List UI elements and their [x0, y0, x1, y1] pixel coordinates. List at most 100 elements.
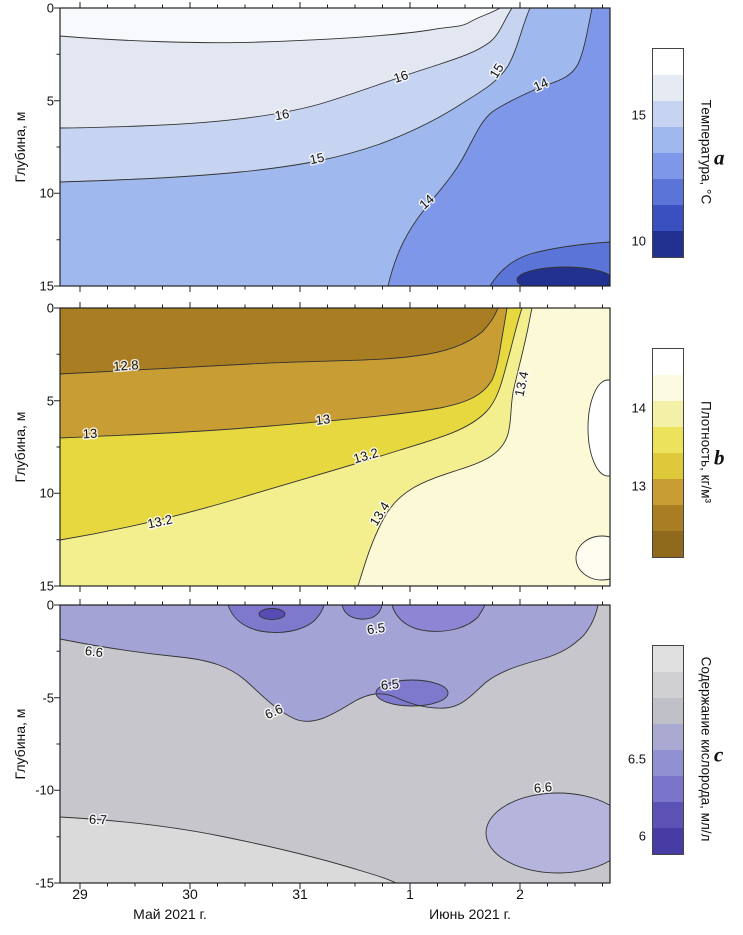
contour-line-65	[391, 605, 486, 632]
colorbar-gradient	[652, 48, 684, 258]
y-tick-label: 10	[39, 185, 54, 201]
contour-line-65	[341, 605, 383, 620]
temperature-contour-plot: 16 16 15 15 14 14	[54, 2, 611, 292]
band-under-65-core	[376, 680, 448, 706]
panel-letter: a	[714, 145, 725, 170]
panel-density: Глубина, м 0 5 10 15	[0, 301, 743, 608]
oxygen-contour-lines	[60, 605, 610, 883]
band-max-density-blob	[588, 380, 610, 476]
band-under-66-surface	[60, 605, 598, 722]
contour-label: 6.6	[84, 643, 104, 660]
contour-label: 6.6	[533, 779, 553, 796]
temperature-contour-lines	[60, 8, 610, 286]
contour-label: 6.7	[89, 812, 108, 828]
y-tick-label: -5	[42, 690, 54, 706]
colorbar-segment	[653, 672, 683, 698]
contour-label: 13.4	[512, 370, 532, 398]
contour-label: 6.5	[366, 620, 386, 637]
density-contour-lines	[60, 308, 610, 586]
contour-line-cold-core	[516, 266, 610, 286]
x-axis-month-label: Июнь 2021 г.	[429, 906, 511, 922]
colorbar-gradient	[652, 348, 684, 558]
y-tick-label: 0	[46, 0, 54, 16]
y-tick-label: 0	[46, 597, 54, 613]
band-over-17	[60, 8, 500, 43]
y-tick-label: 0	[46, 300, 54, 316]
oxygen-colorbar: 6.5 6 Содержание кислорода, мл/л	[612, 645, 742, 855]
colorbar-segment	[653, 646, 683, 672]
y-tick-label: 5	[46, 393, 54, 409]
contour-label: 15	[308, 150, 325, 168]
colorbar-segment	[653, 49, 683, 75]
contour-line-17	[60, 8, 501, 44]
colorbar-segment	[653, 153, 683, 179]
colorbar-segment	[653, 828, 683, 854]
contour-line-65-core	[375, 679, 449, 707]
contour-label: 13.2	[146, 512, 174, 532]
colorbar-segment	[653, 453, 683, 479]
contour-label: 6.5	[380, 676, 400, 693]
colorbar-tick-label: 15	[631, 107, 646, 123]
colorbar-segment	[653, 724, 683, 750]
contour-line-128	[60, 308, 499, 375]
density-colorbar: 14 13 Плотность, кг/м³	[612, 348, 742, 558]
colorbar-segment	[653, 479, 683, 505]
panel-oxygen: Глубина, м 0 -5 -10 -15	[0, 598, 743, 905]
contour-line-max-blob	[575, 535, 610, 581]
band-under-128	[60, 308, 498, 374]
colorbar-gradient	[652, 645, 684, 855]
colorbar-segment	[653, 698, 683, 724]
x-tick-label-day: 1	[406, 886, 414, 902]
colorbar-tick-label: 6	[638, 828, 646, 844]
colorbar-segment	[653, 776, 683, 802]
colorbar-title: Содержание кислорода, мл/л	[698, 656, 714, 842]
contour-line-16	[60, 8, 513, 129]
colorbar-segment	[653, 101, 683, 127]
density-filled-bands	[60, 308, 610, 586]
contour-line-66	[60, 605, 599, 722]
contour-label: 12.8	[113, 357, 139, 374]
contour-line-13	[489, 241, 610, 286]
y-tick-label: -15	[35, 875, 54, 891]
colorbar-segment	[653, 375, 683, 401]
y-tick-label: 10	[39, 485, 54, 501]
contour-line-max-blob	[587, 379, 610, 477]
colorbar-segment	[653, 531, 683, 557]
colorbar-segment	[653, 505, 683, 531]
band-under-66-bottom	[486, 793, 610, 873]
contour-label: 13	[82, 426, 97, 442]
colorbar-title: Плотность, кг/м³	[698, 401, 714, 503]
band-over-67	[60, 817, 396, 883]
colorbar-segment	[653, 427, 683, 453]
x-tick-label-day: 31	[292, 886, 308, 902]
colorbar-segment	[653, 750, 683, 776]
colorbar-segment	[653, 205, 683, 231]
colorbar-segment	[653, 802, 683, 828]
contour-line-minimum-core	[258, 608, 286, 620]
contour-label: 16	[392, 67, 410, 86]
y-axis-label: Глубина, м	[12, 411, 28, 483]
contour-line-134	[357, 308, 533, 586]
band-under-65-blob	[342, 605, 382, 620]
contour-line-65	[227, 605, 325, 633]
band-under-65-blob	[392, 605, 485, 632]
band-over-134	[358, 308, 610, 586]
x-tick-label-day: 29	[72, 886, 88, 902]
panel-letter: b	[714, 445, 725, 470]
temperature-colorbar: 15 10 Температура, °C	[612, 48, 742, 258]
colorbar-tick-label: 6.5	[627, 751, 646, 767]
y-tick-label: -10	[35, 782, 54, 798]
oxygen-filled-bands	[60, 605, 610, 883]
density-contour-plot: 12.8 13 13 13.2 13.2 13.4 13.4	[54, 302, 611, 592]
y-tick-label: 15	[39, 278, 54, 294]
contour-line-15	[60, 8, 531, 183]
colorbar-segment	[653, 75, 683, 101]
colorbar-segment	[653, 231, 683, 257]
contour-line-67	[60, 816, 397, 883]
temperature-filled-bands	[60, 8, 610, 286]
y-axis-label: Глубина, м	[12, 111, 28, 183]
x-axis-month-label: Май 2021 г.	[133, 906, 207, 922]
plot-frame	[59, 7, 611, 287]
colorbar-segment	[653, 127, 683, 153]
